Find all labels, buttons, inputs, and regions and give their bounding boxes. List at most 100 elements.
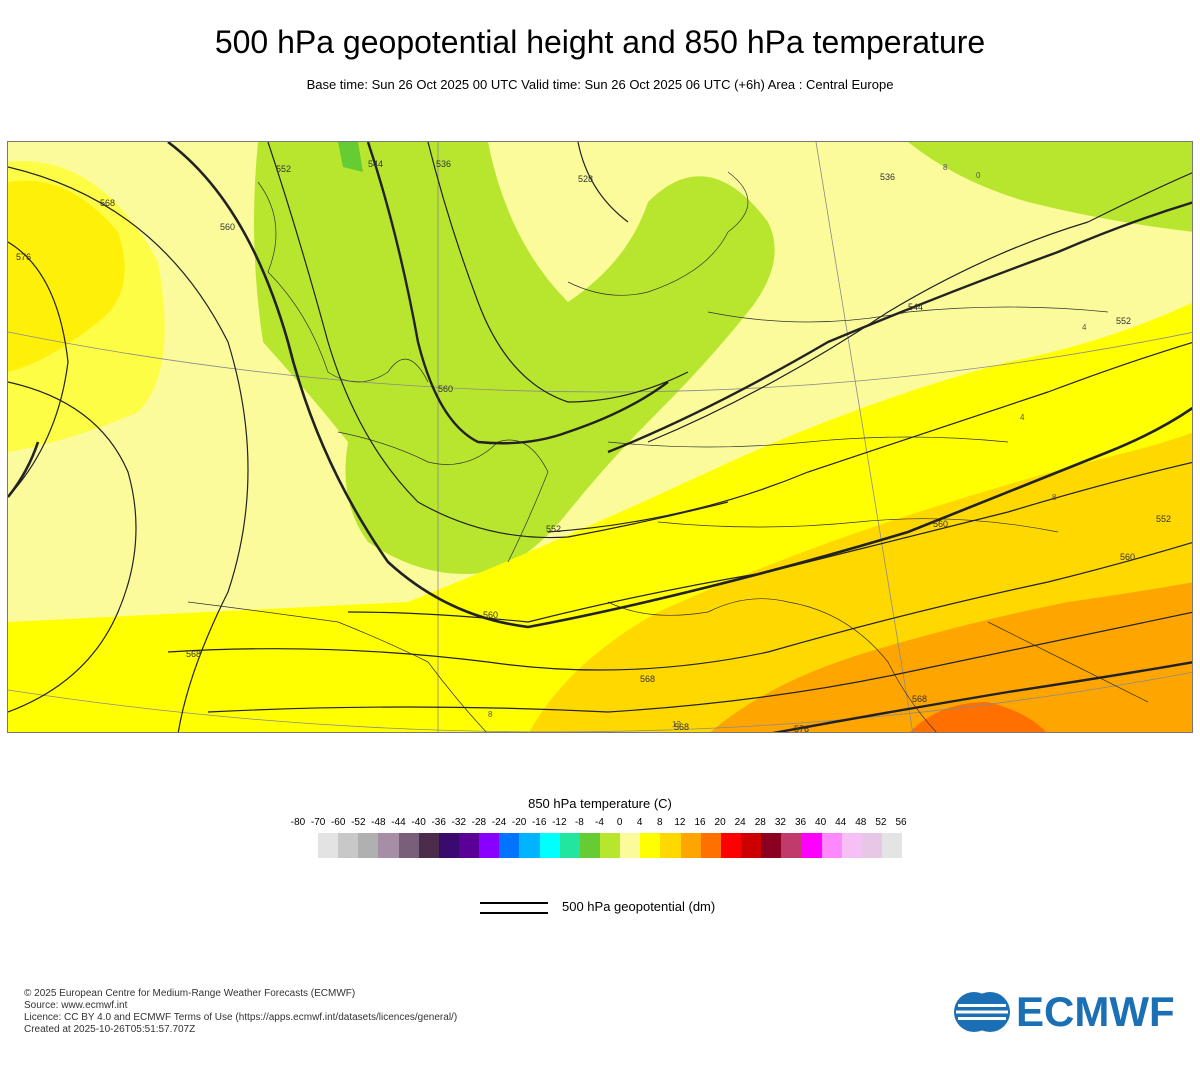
colorbar-tick-label: -4	[595, 817, 604, 828]
colorbar-swatch	[740, 833, 762, 858]
contour-label: 576	[794, 724, 809, 733]
contour-528	[577, 142, 629, 223]
contour-568-far-south	[207, 611, 1192, 713]
temp-band-orange	[710, 582, 1192, 732]
contour-label: 560	[438, 384, 453, 394]
ecmwf-logo: ECMWF	[952, 988, 1182, 1036]
colorbar-swatch	[378, 833, 399, 858]
colorbar-tick-label: -8	[574, 817, 584, 828]
contour-label: 552	[1156, 514, 1171, 524]
credits-copyright: © 2025 European Centre for Medium-Range …	[24, 988, 356, 999]
colorbar-tick-label: 0	[616, 817, 623, 828]
contour-576-west	[8, 241, 69, 498]
colorbar-swatch	[338, 833, 359, 858]
graticule	[8, 142, 1192, 732]
colorbar-swatch	[841, 833, 862, 858]
colorbar-tick-label: -52	[351, 817, 366, 828]
chart-title: 500 hPa geopotential height and 850 hPa …	[214, 24, 986, 60]
contour-label: 568	[912, 694, 927, 704]
coastlines	[187, 171, 1149, 732]
colorbar-title: 850 hPa temperature (C)	[528, 796, 672, 811]
colorbar-swatch	[398, 833, 419, 858]
colorbar-swatch	[599, 833, 621, 858]
colorbar-swatch	[821, 833, 842, 858]
contour-label: 536	[880, 172, 895, 182]
credits-source: Source: www.ecmwf.int	[24, 1000, 128, 1011]
colorbar-tick-label: -24	[491, 817, 507, 828]
colorbar-tick-label: -28	[471, 817, 487, 828]
temperature-label: 4	[1020, 413, 1025, 422]
colorbar-swatch	[720, 833, 741, 858]
credits: © 2025 European Centre for Medium-Range …	[24, 988, 457, 1036]
colorbar-tick-label: 4	[636, 817, 643, 828]
contour-552-east	[547, 341, 1192, 533]
colorbar-swatch	[318, 833, 339, 858]
contour-label: 536	[436, 159, 451, 169]
geopotential-contours	[8, 142, 1192, 732]
contour-568-west	[8, 166, 249, 732]
contour-576-southeast	[772, 661, 1192, 732]
colorbar-swatch	[801, 833, 822, 858]
colorbar-swatch	[700, 833, 721, 858]
forecast-map[interactable]: 552 544 536 528 536 568 576 560 560 544 …	[7, 141, 1193, 733]
forecast-map-canvas: 552 544 536 528 536 568 576 560 560 544 …	[8, 142, 1192, 733]
colorbar-tick-label: -70	[310, 817, 326, 828]
contour-label: 568	[640, 674, 655, 684]
temperature-label: 4	[1082, 323, 1087, 332]
contour-536-east	[647, 172, 1192, 443]
temperature-labels: 4 4 8 8 12 8 0	[488, 163, 1087, 729]
chart-subtitle: Base time: Sun 26 Oct 2025 00 UTC Valid …	[306, 77, 894, 92]
colorbar-swatch	[579, 833, 600, 858]
colorbar-swatch	[660, 833, 681, 858]
colorbar-tick-label: 32	[774, 817, 786, 828]
contour-label: 568	[186, 649, 201, 659]
colorbar-swatch	[640, 833, 661, 858]
contour-560-south	[347, 461, 1192, 623]
temp-band-green-trough	[254, 142, 775, 574]
colorbar-swatch	[479, 833, 500, 858]
ecmwf-logo-mark-icon	[954, 992, 1010, 1032]
temperature-label: 12	[672, 720, 681, 729]
credits-created: Created at 2025-10-26T05:51:57.707Z	[24, 1024, 196, 1035]
colorbar-swatch	[519, 833, 540, 858]
colorbar-swatch	[680, 833, 701, 858]
colorbar-swatch	[559, 833, 580, 858]
temperature-label: 8	[1052, 493, 1057, 502]
contour-label: 552	[276, 164, 291, 174]
colorbar-tick-label: -44	[391, 817, 406, 828]
contour-label: 576	[16, 252, 31, 262]
contour-label: 568	[674, 722, 689, 732]
contour-label: 560	[1120, 552, 1135, 562]
contour-label: 544	[908, 302, 923, 312]
contour-label: 560	[220, 222, 235, 232]
temperature-label: 8	[943, 163, 948, 172]
colorbar-tick-label: 56	[895, 817, 907, 828]
colorbar-swatch	[781, 833, 802, 858]
colorbar-tick-label: 24	[734, 817, 746, 828]
contour-label: 560	[483, 610, 498, 620]
colorbar-tick-label: 44	[835, 817, 847, 828]
contour-560-main	[167, 142, 1192, 629]
colorbar-tick-label: -60	[330, 817, 346, 828]
temp-band-dark-green	[338, 142, 363, 172]
colorbar-tick-label: -32	[451, 817, 467, 828]
contour-568-south	[167, 541, 1192, 671]
temperature-label: 0	[976, 171, 981, 180]
colorbar-swatch	[861, 833, 882, 858]
colorbar-swatch	[499, 833, 520, 858]
colorbar-tick-label: 20	[714, 817, 726, 828]
colorbar-tick-label: -48	[371, 817, 386, 828]
temp-band-green-northeast	[908, 142, 1192, 232]
colorbar-tick-label: 8	[657, 817, 663, 828]
colorbar-tick-label: 48	[855, 817, 867, 828]
ecmwf-logo-text: ECMWF	[1016, 988, 1175, 1035]
contour-label: 528	[578, 174, 593, 184]
colorbar-tick-label: -36	[431, 817, 446, 828]
contour-536	[427, 142, 689, 403]
contour-544-bold	[366, 142, 669, 445]
colorbar-tick-label: -80	[290, 817, 306, 828]
colorbar-swatch	[620, 833, 641, 858]
temp-band-west-yellow	[8, 161, 165, 452]
colorbar-swatch	[438, 833, 459, 858]
colorbar-tick-label: 16	[694, 817, 706, 828]
